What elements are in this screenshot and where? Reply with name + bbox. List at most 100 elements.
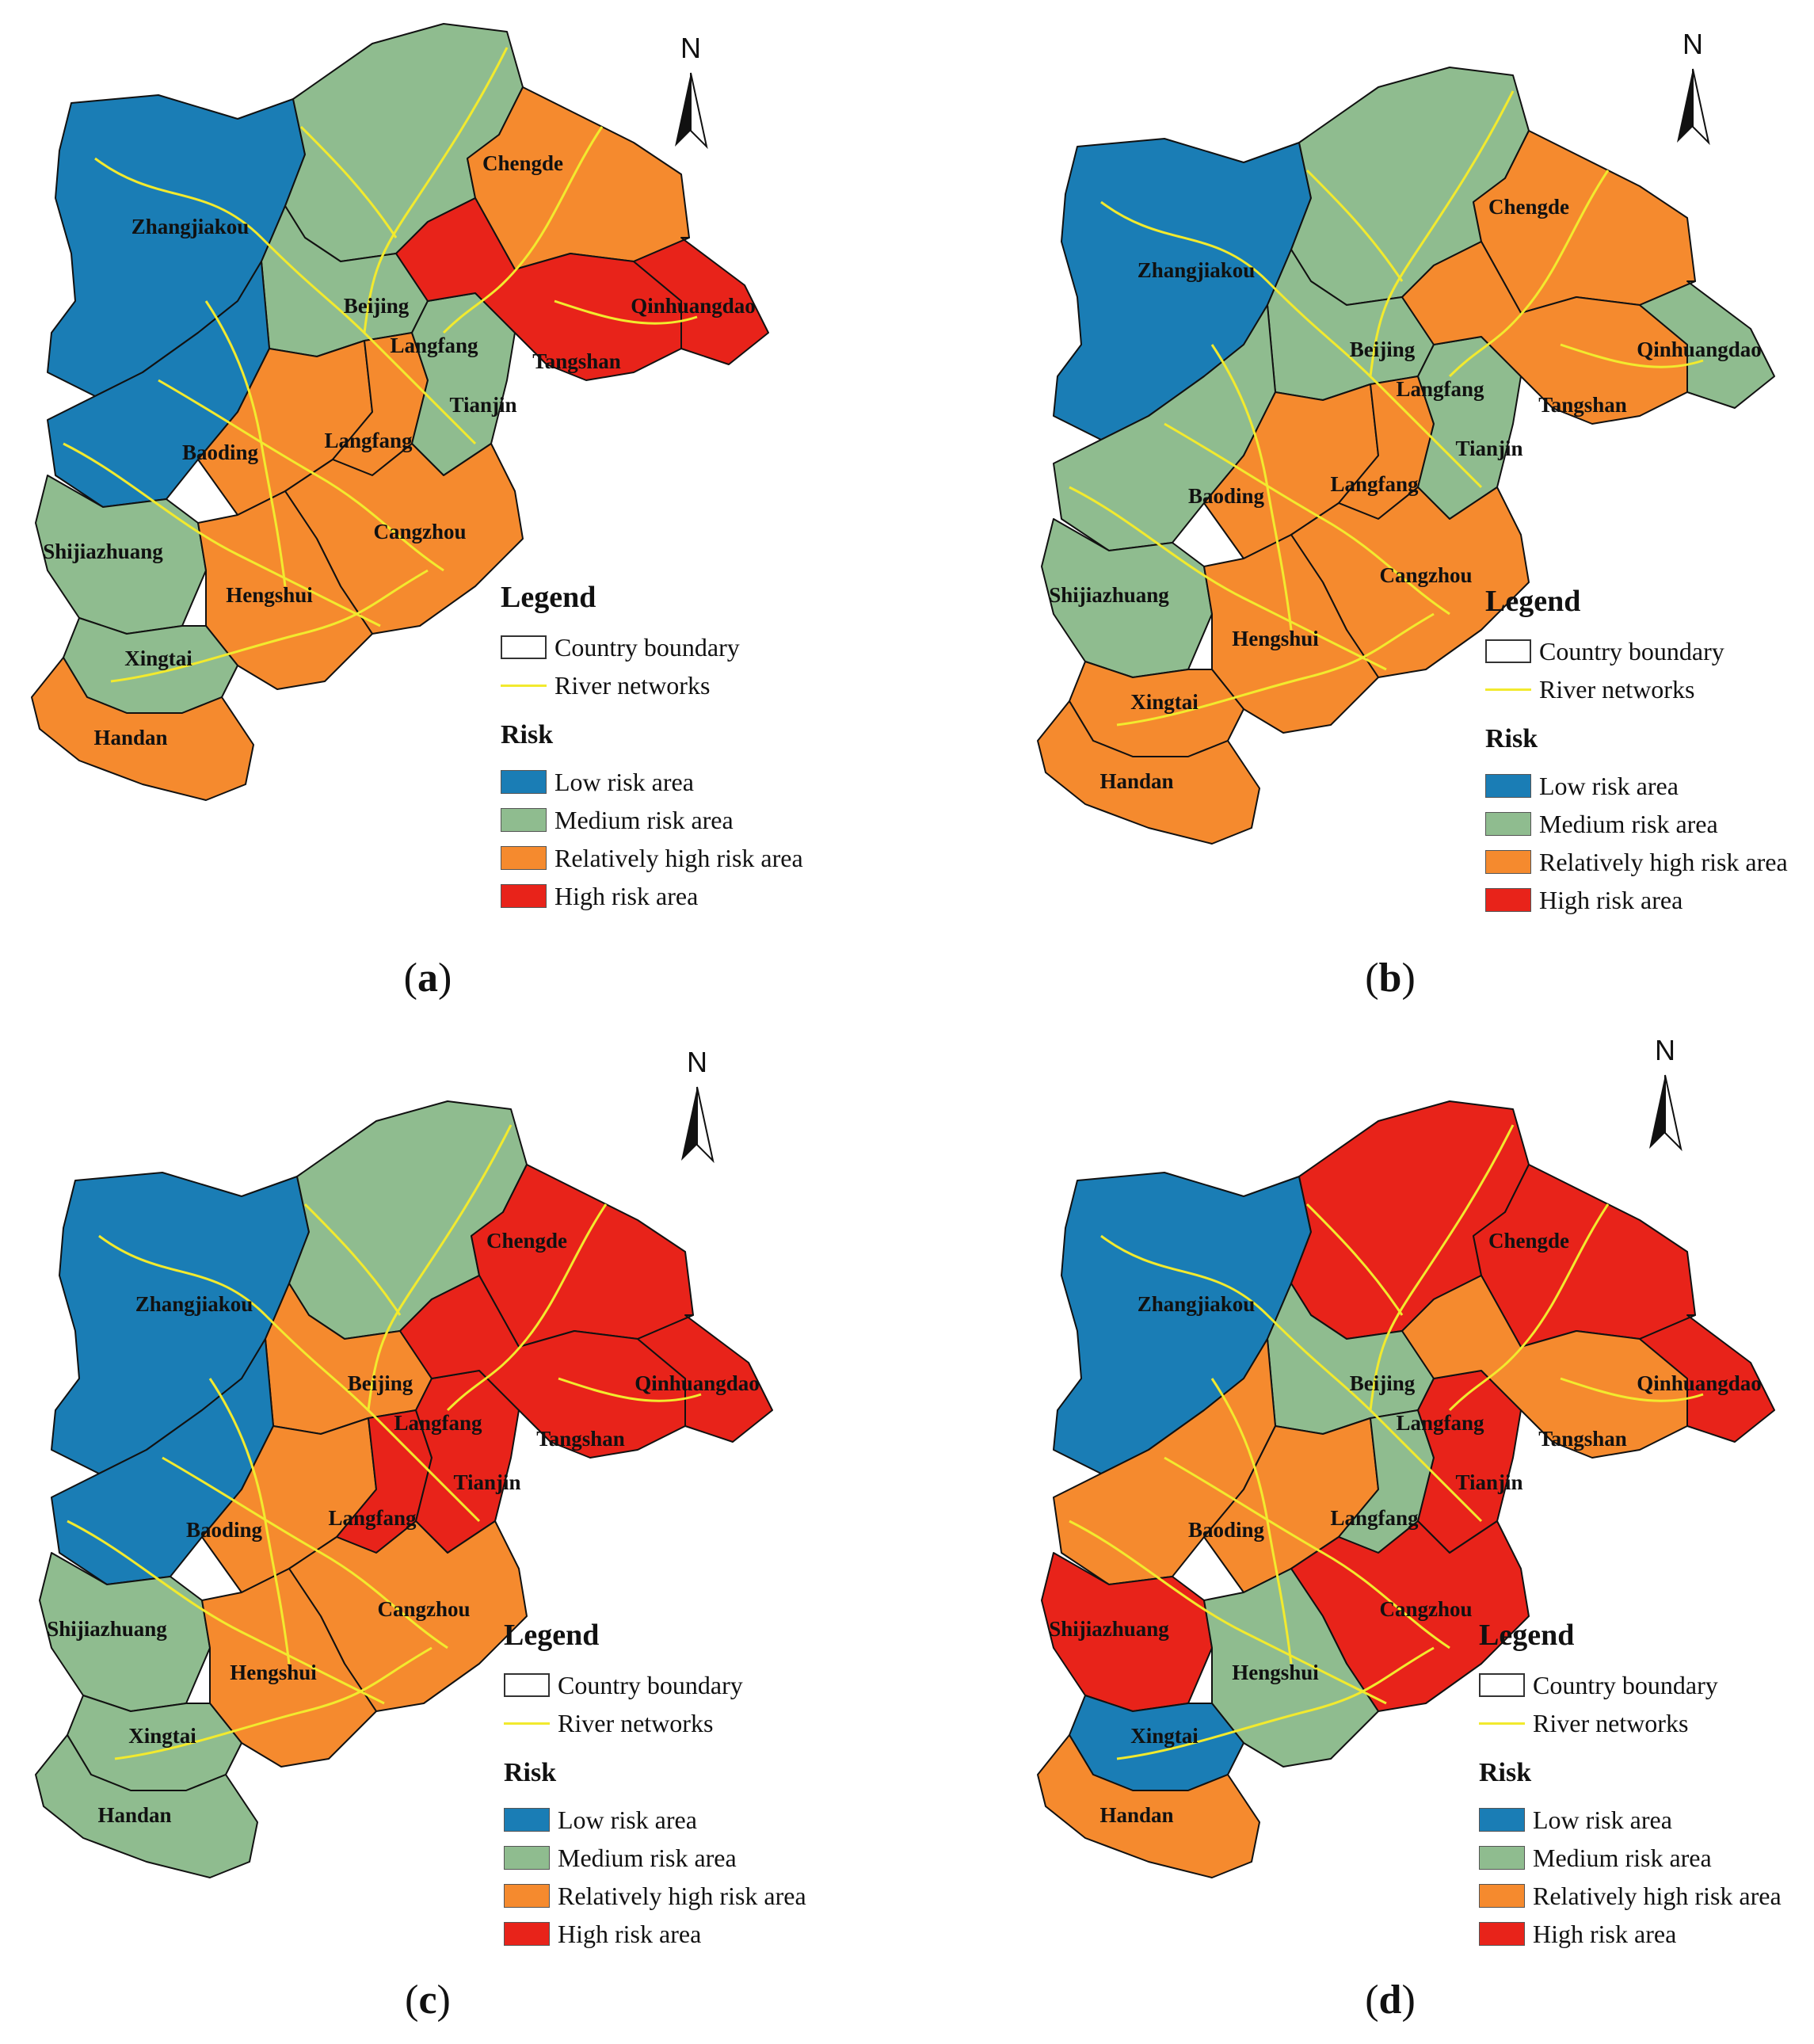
river-line — [1369, 1124, 1515, 1411]
region-tangshan — [1401, 1275, 1688, 1459]
legend-label: Relatively high risk area — [1533, 1882, 1782, 1910]
legend-swatch — [504, 1846, 550, 1870]
city-label: Baoding — [186, 1518, 263, 1542]
north-label: N — [680, 32, 701, 64]
city-label: Hengshui — [230, 1661, 317, 1684]
river-line — [1560, 1377, 1704, 1402]
river-line — [1116, 612, 1435, 726]
legend-label: Relatively high risk area — [1539, 848, 1788, 876]
river-line — [1210, 344, 1293, 631]
north-arrow-icon: N — [1640, 1034, 1690, 1153]
city-label: Shijiazhuang — [1049, 1617, 1169, 1641]
river-line — [442, 126, 604, 334]
city-label: Cangzhou — [377, 1597, 470, 1621]
legend-swatch — [504, 1884, 550, 1908]
region-hengshui — [201, 1568, 377, 1768]
legend-swatch — [504, 1673, 550, 1697]
river-line — [363, 47, 509, 334]
region-qinhuangdao — [1639, 1314, 1775, 1443]
legend-swatch — [1479, 1673, 1525, 1697]
river-line — [1560, 343, 1704, 368]
city-label: Baoding — [182, 440, 259, 464]
city-label: Tangshan — [536, 1427, 625, 1451]
city-label: Hengshui — [1232, 627, 1319, 650]
city-label: Tianjin — [1455, 437, 1522, 460]
legend-risk-title: Risk — [504, 1758, 557, 1787]
legend-item-river-networks: River networks — [1479, 1704, 1782, 1742]
city-label: Shijiazhuang — [43, 540, 163, 563]
legend: Legend Country boundary River networks Risk… — [1485, 586, 1788, 919]
north-arrow-icon: N — [665, 32, 716, 151]
legend-label: River networks — [554, 671, 711, 700]
city-label: Tianjin — [453, 1470, 520, 1494]
legend-label: Country boundary — [1533, 1671, 1718, 1699]
region-qinhuangdao — [637, 1314, 773, 1443]
legend-swatch — [501, 846, 547, 870]
legend-swatch — [1479, 1884, 1525, 1908]
city-label: Cangzhou — [1379, 1597, 1472, 1621]
city-label: Tianjin — [1455, 1470, 1522, 1494]
legend-item-river-networks: River networks — [1485, 670, 1788, 708]
region-handan — [1037, 700, 1260, 845]
river-line — [1448, 170, 1610, 378]
region-hengshui — [1203, 1568, 1379, 1768]
legend: Legend Country boundary River networks Risk… — [504, 1620, 806, 1953]
legend-label: Medium risk area — [1533, 1844, 1712, 1872]
city-label: Langfang — [1330, 1506, 1419, 1530]
river-line — [63, 442, 381, 627]
legend-item-risk: High risk area — [504, 1915, 806, 1953]
legend-item-risk: Relatively high risk area — [1479, 1877, 1782, 1915]
river-line — [1100, 1234, 1483, 1523]
city-label: Tianjin — [449, 393, 516, 417]
city-label: Beijing — [1350, 337, 1416, 361]
city-label: Zhangjiakou — [1138, 1292, 1256, 1316]
river-line — [1069, 486, 1387, 671]
city-label: Chengde — [1488, 195, 1569, 219]
legend-swatch — [1479, 1722, 1525, 1725]
legend-label: River networks — [1539, 675, 1695, 704]
legend: Legend Country boundary River networks Risk… — [1479, 1620, 1782, 1953]
legend-label: River networks — [1533, 1709, 1689, 1737]
city-label: Hengshui — [226, 583, 313, 607]
city-label: Langfang — [394, 1411, 482, 1435]
legend-label: Low risk area — [558, 1806, 697, 1834]
region-handan — [31, 657, 254, 801]
legend-risk-title: Risk — [1479, 1758, 1532, 1787]
north-label: N — [687, 1046, 707, 1078]
river-line — [299, 125, 398, 238]
legend-swatch — [1485, 688, 1531, 691]
north-arrow-icon: N — [1667, 28, 1718, 147]
legend-label: Medium risk area — [1539, 810, 1718, 838]
river-line — [67, 1520, 385, 1705]
river-line — [110, 569, 429, 683]
legend-item-risk: Low risk area — [504, 1801, 806, 1839]
legend-label: Low risk area — [1533, 1806, 1672, 1834]
city-label: Xingtai — [128, 1724, 196, 1748]
legend-title: Legend — [1479, 1619, 1575, 1652]
river-line — [1305, 169, 1404, 282]
city-label: Langfang — [328, 1506, 417, 1530]
city-label: Langfang — [390, 334, 478, 357]
region-tianjin — [1417, 336, 1522, 520]
panel-letter: c — [418, 1977, 437, 2023]
river-line — [554, 299, 698, 325]
city-label: Hengshui — [1232, 1661, 1319, 1684]
north-arrow-icon: N — [672, 1046, 722, 1165]
legend-item-risk: Low risk area — [1479, 1801, 1782, 1839]
river-line — [98, 1234, 481, 1523]
legend-swatch — [504, 1808, 550, 1832]
legend-swatch — [1485, 639, 1531, 663]
legend-item-country-boundary: Country boundary — [504, 1666, 806, 1704]
legend-swatch — [1485, 850, 1531, 874]
legend-label: Country boundary — [1539, 637, 1724, 665]
legend-swatch — [1485, 774, 1531, 798]
map-panel-a: Chengde Zhangjiakou Beijing Langfang Qinhuan… — [0, 0, 907, 1022]
city-label: Qinhuangdao — [1637, 1371, 1762, 1395]
city-label: Handan — [1099, 769, 1173, 793]
river-line — [1305, 1203, 1404, 1316]
north-label: N — [1655, 1034, 1675, 1066]
panel-caption: (c) — [405, 1977, 451, 2023]
region-tianjin — [1417, 1370, 1522, 1554]
legend-swatch — [501, 770, 547, 794]
region-tangshan — [395, 197, 682, 381]
